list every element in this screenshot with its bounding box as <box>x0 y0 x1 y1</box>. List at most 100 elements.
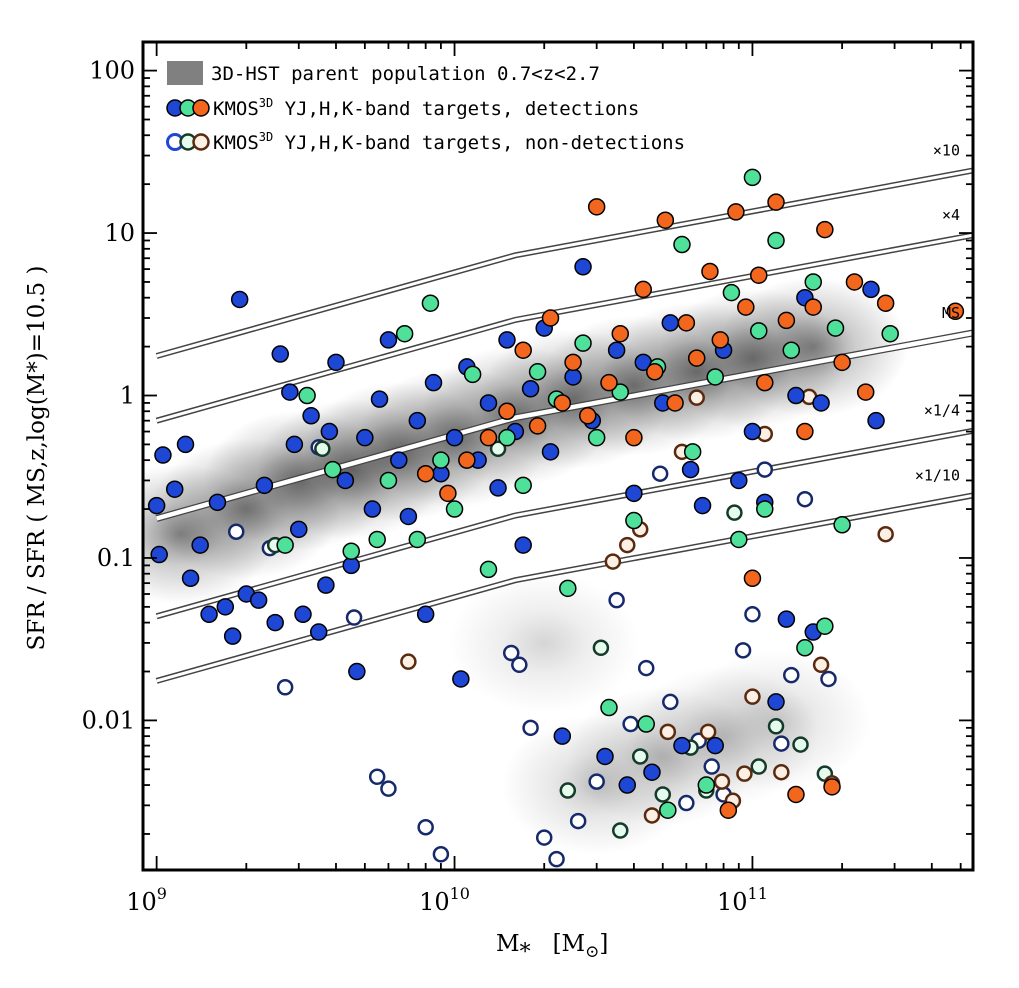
detection-point-yj <box>370 390 389 408</box>
detection-point-yj <box>596 747 614 766</box>
detection-point-yj <box>521 380 540 398</box>
detection-point-k <box>946 302 965 321</box>
band-label: MS <box>942 304 960 322</box>
y-tick-label: 10 <box>104 219 135 247</box>
non-detection-point-yj <box>608 591 625 609</box>
x-axis-label-sub: * <box>520 940 531 965</box>
non-detection-point-yj <box>522 719 539 737</box>
non-detection-point-yj <box>637 659 655 677</box>
detection-point-h <box>881 324 899 343</box>
detection-point-yj <box>356 428 374 447</box>
detection-point-yj <box>643 763 661 781</box>
detection-point-yj <box>777 610 796 628</box>
detection-point-h <box>587 428 606 447</box>
detection-point-yj <box>730 471 748 490</box>
detection-point-h <box>767 231 785 250</box>
non-detection-point-k <box>744 688 761 705</box>
detection-point-yj <box>416 605 435 624</box>
detection-point-yj <box>348 662 366 681</box>
non-detection-point-yj <box>756 461 774 478</box>
detection-point-h <box>722 283 741 302</box>
non-detection-point-yj <box>432 846 450 863</box>
detection-point-k <box>711 331 730 349</box>
non-detection-point-yj <box>368 768 386 785</box>
detection-point-yj <box>154 446 172 464</box>
detection-point-yj <box>290 520 308 539</box>
detection-point-yj <box>200 605 218 624</box>
detection-point-yj <box>399 507 418 526</box>
detection-point-k <box>767 193 785 211</box>
legend-marker-k <box>192 99 210 117</box>
detection-point-yj <box>320 422 339 441</box>
band-line <box>156 233 973 423</box>
detection-point-h <box>432 451 450 469</box>
detection-point-k <box>514 341 532 359</box>
detection-point-yj <box>281 383 299 401</box>
detection-point-k <box>479 428 498 447</box>
detection-point-h <box>826 319 845 337</box>
detection-point-yj <box>452 670 470 688</box>
detection-point-h <box>528 363 547 381</box>
detection-point-k <box>416 464 435 483</box>
non-detection-point-yj <box>744 606 761 623</box>
x-tick-label-exp: 10 <box>450 884 470 903</box>
non-detection-point-k <box>604 553 622 570</box>
detection-point-k <box>701 262 719 281</box>
detection-point-yj <box>230 290 249 309</box>
non-detection-point-k <box>659 723 677 741</box>
detection-point-yj <box>302 407 320 425</box>
detection-point-h <box>782 341 801 359</box>
detection-point-k <box>737 298 755 316</box>
non-detection-point-h <box>726 504 743 521</box>
detection-point-yj <box>309 623 328 641</box>
detection-point-yj <box>150 545 168 564</box>
band-line <box>156 429 973 618</box>
detection-point-h <box>730 530 748 549</box>
non-detection-point-yj <box>734 642 752 659</box>
band-label: ×4 <box>942 206 960 224</box>
band-label: ×10 <box>933 141 960 159</box>
detection-point-yj <box>147 496 166 515</box>
legend: 3D-HST parent population 0.7<z<2.7 KMOS3… <box>166 61 685 154</box>
non-detection-point-yj <box>651 465 669 482</box>
detection-point-yj <box>625 484 643 503</box>
detection-point-yj <box>541 443 560 461</box>
non-detection-point-yj <box>773 735 790 752</box>
detection-point-h <box>796 639 814 657</box>
non-detection-point-h <box>792 736 809 753</box>
detection-point-yj <box>379 331 398 349</box>
detection-point-k <box>600 373 618 392</box>
band-label: ×1/10 <box>915 466 960 484</box>
detection-point-yj <box>514 536 532 554</box>
detection-point-yj <box>445 428 464 447</box>
x-tick-label-exp: 9 <box>157 884 167 903</box>
detection-point-k <box>646 363 664 381</box>
detection-point-h <box>600 698 618 717</box>
detection-point-h <box>368 530 386 549</box>
detection-point-k <box>787 785 805 804</box>
non-detection-point-yj <box>588 773 605 790</box>
detection-point-h <box>479 560 498 579</box>
detection-point-h <box>750 322 768 340</box>
detection-point-yj <box>787 386 805 405</box>
detection-point-yj <box>208 493 227 512</box>
band-line <box>156 493 973 683</box>
detection-point-h <box>514 476 532 495</box>
detection-point-h <box>625 511 643 530</box>
non-detection-point-h <box>559 782 577 799</box>
detection-point-yj <box>618 776 637 794</box>
detection-point-yj <box>607 341 626 359</box>
detection-point-h <box>298 386 316 405</box>
legend-entry-detections: KMOS3D YJ,H,K-band targets, detections <box>213 96 639 120</box>
detection-point-h <box>379 471 398 490</box>
detection-point-k <box>528 417 547 435</box>
legend-entry-non-detections: KMOS3D YJ,H,K-band targets, non-detectio… <box>213 130 685 154</box>
non-detection-point-h <box>631 748 649 765</box>
x-tick-label: 1011 <box>717 884 768 916</box>
detection-point-yj <box>743 422 762 441</box>
density-blob <box>449 572 640 713</box>
legend-detection-markers <box>166 99 210 117</box>
non-detection-point-yj <box>569 812 587 830</box>
detection-point-k <box>553 394 572 412</box>
